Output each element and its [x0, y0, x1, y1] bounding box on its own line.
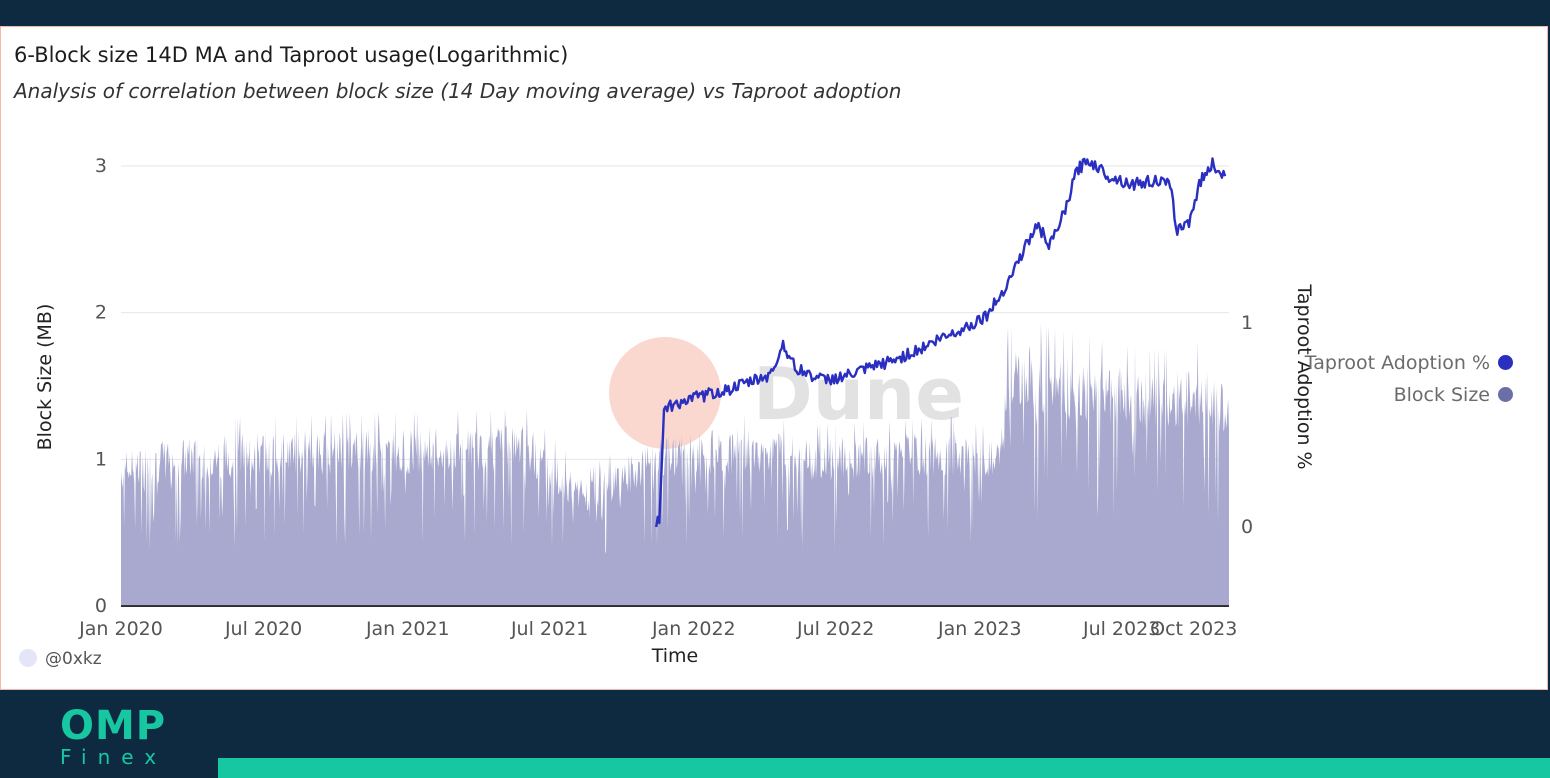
taproot-line: [655, 157, 1227, 528]
legend-dot-taproot: [1498, 355, 1513, 370]
y2-axis-title: Taproot Adoption %: [1293, 283, 1315, 469]
x-tick-label-5: Jul 2022: [796, 618, 874, 640]
y-tick-label-0: 0: [95, 595, 107, 617]
legend-label-taproot: Taproot Adoption %: [1304, 352, 1490, 374]
x-axis-title: Time: [651, 645, 699, 667]
brand-name: OMP: [60, 703, 167, 749]
legend-label-block-size: Block Size: [1393, 384, 1490, 406]
author-handle: @0xkz: [45, 649, 102, 669]
x-tick-label-3: Jul 2021: [510, 618, 588, 640]
legend-item-block-size[interactable]: Block Size: [1305, 379, 1513, 411]
x-tick-label-7: Jul 2023: [1082, 618, 1160, 640]
chart-subtitle: Analysis of correlation between block si…: [14, 79, 902, 103]
avatar: [19, 649, 37, 667]
legend-dot-block-size: [1498, 387, 1513, 402]
x-tick-label-1: Jul 2020: [224, 618, 302, 640]
chart-canvas: 0 1 2 3 0 1 Dune Jan 2020 Jul 2020 Jan 2021 Jul 20…: [34, 155, 1315, 667]
watermark-circle: [609, 337, 721, 449]
x-tick-label-0: Jan 2020: [78, 618, 163, 640]
x-tick-label-8: Oct 2023: [1150, 618, 1237, 640]
x-tick-label-2: Jan 2021: [365, 618, 450, 640]
y2-tick-label-0: 0: [1241, 516, 1253, 538]
bottom-stripe: [218, 758, 1550, 778]
y-axis-title: Block Size (MB): [34, 304, 56, 451]
legend-item-taproot[interactable]: Taproot Adoption %: [1305, 347, 1513, 379]
block-size-area: [121, 323, 1229, 606]
x-tick-label-4: Jan 2022: [651, 618, 736, 640]
brand-logo: OMP Finex: [60, 706, 167, 768]
author-credit[interactable]: @0xkz: [19, 649, 102, 669]
y2-tick-label-1: 1: [1241, 312, 1253, 334]
chart-title: 6-Block size 14D MA and Taproot usage(Lo…: [14, 43, 569, 67]
top-bar: [0, 0, 1550, 18]
y-tick-label-2: 2: [95, 302, 107, 324]
y-tick-label-1: 1: [95, 448, 107, 470]
y-tick-label-3: 3: [95, 155, 107, 177]
x-tick-label-6: Jan 2023: [937, 618, 1022, 640]
watermark-text: Dune: [753, 352, 964, 436]
legend: Taproot Adoption % Block Size: [1305, 347, 1513, 411]
brand-sub: Finex: [60, 745, 168, 769]
chart-card: 6-Block size 14D MA and Taproot usage(Lo…: [0, 26, 1548, 690]
